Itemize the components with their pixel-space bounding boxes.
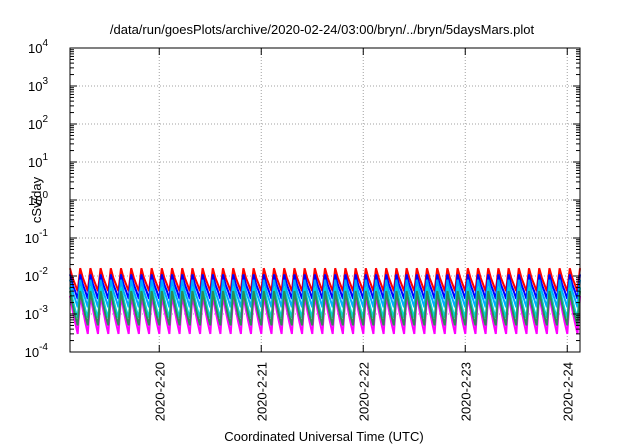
y-axis-label: cSv/day [29, 176, 44, 223]
y-tick-label: 10-3 [25, 304, 49, 322]
x-tick-label: 2020-2-23 [458, 362, 473, 421]
x-tick-label: 2020-2-21 [254, 362, 269, 421]
chart-title: /data/run/goesPlots/archive/2020-02-24/0… [110, 22, 535, 37]
y-tick-label: 102 [28, 114, 48, 132]
y-tick-label: 101 [28, 152, 48, 170]
series-line-4 [69, 287, 581, 319]
x-tick-label: 2020-2-22 [356, 362, 371, 421]
series-group [69, 267, 581, 335]
y-tick-label: 10-2 [25, 266, 49, 284]
x-tick-label: 2020-2-20 [152, 362, 167, 421]
series-line-2 [69, 274, 581, 300]
series-line-3 [69, 279, 581, 308]
x-tick-label: 2020-2-24 [560, 362, 575, 421]
x-ticks: 2020-2-20 2020-2-21 2020-2-22 2020-2-23 2020… [152, 48, 575, 421]
y-tick-exponent: -3 [39, 304, 48, 315]
x-axis-label: Coordinated Universal Time (UTC) [224, 429, 423, 444]
y-tick-exponent: -1 [39, 228, 48, 239]
y-tick-label: 100 [28, 190, 48, 208]
y-tick-label: 10-4 [25, 342, 49, 360]
y-tick-label: 104 [28, 38, 48, 56]
y-tick-label: 103 [28, 76, 48, 94]
series-line-1 [69, 267, 581, 292]
y-tick-exponent: 1 [42, 152, 48, 163]
grid [70, 48, 580, 352]
y-tick-exponent: 2 [42, 114, 48, 125]
y-tick-exponent: 3 [42, 76, 48, 87]
y-tick-exponent: 0 [42, 190, 48, 201]
y-tick-label: 10-1 [25, 228, 49, 246]
y-tick-exponent: -4 [39, 342, 48, 353]
y-tick-exponent: -2 [39, 266, 48, 277]
series-line-6 [69, 290, 581, 326]
y-tick-exponent: 4 [42, 38, 48, 49]
